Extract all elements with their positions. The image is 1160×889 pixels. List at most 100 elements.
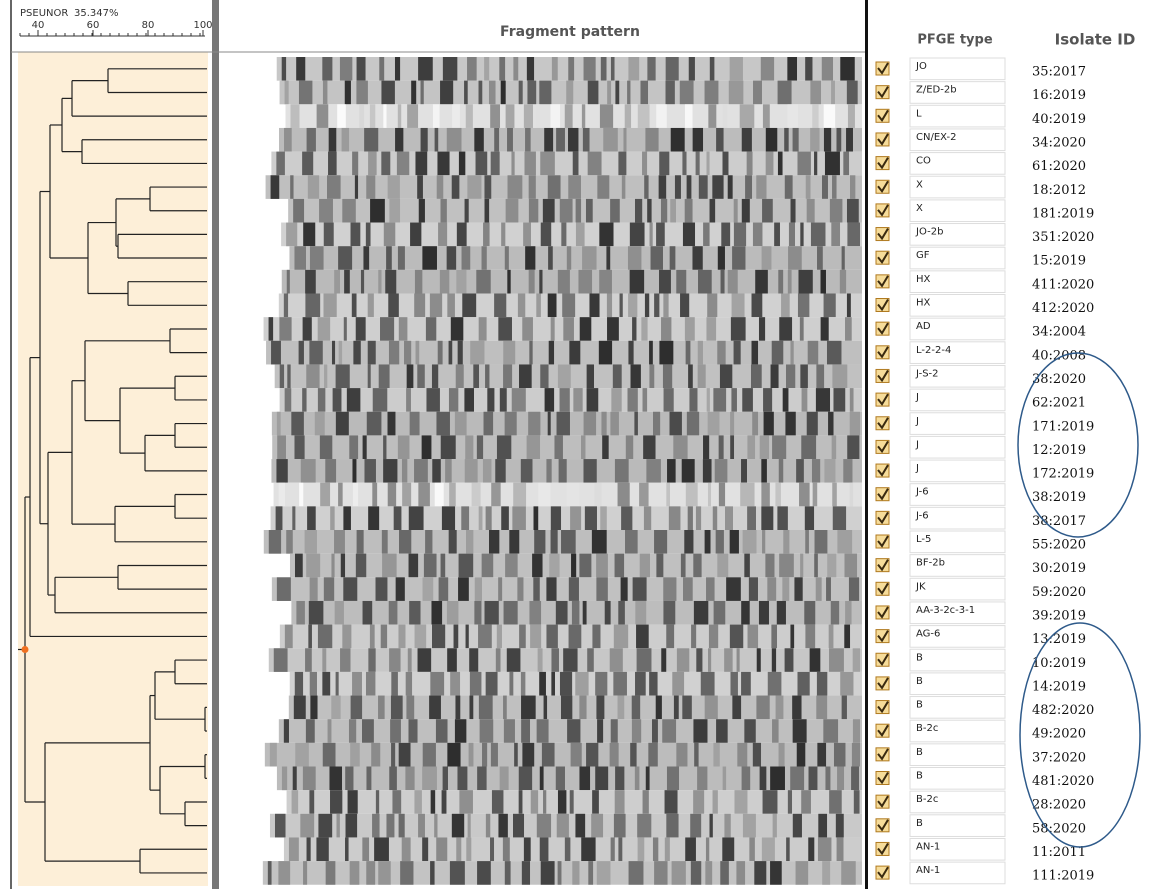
gel-band bbox=[337, 104, 346, 128]
gel-band bbox=[704, 530, 711, 554]
gel-band bbox=[380, 624, 388, 649]
gel-band bbox=[649, 671, 658, 696]
gel-band bbox=[442, 57, 458, 81]
gel-band bbox=[316, 104, 329, 128]
gel-band bbox=[637, 837, 645, 862]
gel-band bbox=[302, 388, 307, 412]
gel-band bbox=[586, 364, 595, 389]
gel-band bbox=[646, 459, 661, 483]
gel-band bbox=[809, 648, 821, 672]
gel-band bbox=[398, 624, 406, 649]
gel-band bbox=[673, 435, 688, 460]
gel-band bbox=[352, 482, 359, 507]
gel-band bbox=[621, 175, 626, 199]
gel-band bbox=[722, 766, 727, 791]
gel-band bbox=[324, 364, 328, 389]
gel-band bbox=[615, 766, 625, 791]
gel-band bbox=[268, 530, 282, 554]
gel-band bbox=[503, 600, 518, 625]
pfge-type: B bbox=[916, 700, 923, 711]
isolate-id: 11:2011 bbox=[1032, 845, 1086, 860]
gel-band bbox=[816, 671, 828, 696]
gel-band bbox=[741, 766, 751, 791]
gel-band bbox=[749, 837, 755, 862]
gel-band bbox=[306, 127, 316, 152]
gel-band bbox=[741, 127, 752, 152]
gel-band bbox=[523, 837, 531, 862]
gel-band bbox=[627, 388, 638, 412]
gel-band bbox=[730, 411, 735, 436]
gel-band bbox=[390, 695, 403, 720]
gel-band bbox=[584, 506, 597, 530]
gel-band bbox=[340, 553, 346, 578]
gel-band bbox=[466, 837, 472, 862]
gel-lane bbox=[266, 340, 862, 365]
gel-band bbox=[570, 742, 582, 767]
gel-band bbox=[355, 553, 367, 578]
checkmark bbox=[877, 322, 889, 335]
gel-band bbox=[387, 175, 400, 199]
gel-band bbox=[536, 293, 541, 318]
checkmark bbox=[877, 677, 889, 690]
gel-band bbox=[804, 600, 816, 625]
gel-band bbox=[808, 837, 815, 862]
checkmark bbox=[877, 464, 889, 477]
gel-band bbox=[792, 695, 802, 720]
gel-band bbox=[563, 317, 574, 341]
gel-band bbox=[609, 742, 619, 767]
gel-band bbox=[613, 624, 629, 649]
gel-band bbox=[366, 175, 376, 199]
gel-band bbox=[727, 269, 738, 294]
gel-band bbox=[759, 766, 767, 791]
gel-band bbox=[617, 695, 625, 720]
gel-band bbox=[364, 459, 376, 483]
gel-band bbox=[362, 719, 374, 743]
type-cell bbox=[909, 625, 1006, 648]
gel-band bbox=[283, 719, 289, 743]
gel-band bbox=[327, 175, 341, 199]
gel-band bbox=[817, 837, 832, 862]
gel-band bbox=[846, 198, 859, 223]
gel-band bbox=[704, 80, 719, 105]
gel-band bbox=[328, 151, 337, 176]
gel-band bbox=[841, 246, 845, 270]
gel-band bbox=[758, 317, 766, 341]
gel-band bbox=[575, 198, 582, 223]
gel-band bbox=[336, 813, 340, 838]
gel-band bbox=[338, 246, 353, 270]
gel-band bbox=[533, 506, 539, 530]
gel-band bbox=[477, 861, 491, 885]
gel-band bbox=[387, 482, 397, 507]
gel-band bbox=[762, 104, 770, 128]
gel-band bbox=[748, 577, 758, 601]
checkmark bbox=[877, 771, 889, 785]
gel-band bbox=[602, 435, 609, 460]
pfge-type: AA-3-2c-3-1 bbox=[916, 605, 975, 616]
gel-band bbox=[742, 388, 753, 412]
gel-band bbox=[740, 482, 755, 507]
gel-band bbox=[356, 80, 368, 105]
gel-band bbox=[569, 790, 574, 814]
gel-band bbox=[390, 719, 401, 743]
gel-band bbox=[296, 57, 306, 81]
gel-band bbox=[491, 482, 501, 507]
gel-band bbox=[442, 766, 448, 791]
gel-band bbox=[664, 837, 670, 862]
gel-band bbox=[454, 719, 467, 743]
gel-band bbox=[796, 459, 804, 483]
gel-band bbox=[839, 269, 847, 294]
gel-band bbox=[685, 482, 698, 507]
gel-band bbox=[829, 198, 843, 223]
gel-band bbox=[676, 648, 690, 672]
gel-band bbox=[331, 695, 341, 720]
gel-band bbox=[538, 482, 551, 507]
gel-band bbox=[478, 624, 492, 649]
gel-band bbox=[388, 293, 399, 318]
gel-lane bbox=[271, 459, 863, 483]
gel-band bbox=[338, 340, 343, 365]
gel-band bbox=[654, 530, 668, 554]
gel-band bbox=[679, 80, 694, 105]
dendrogram-bg bbox=[18, 52, 208, 886]
pfge-type: JK bbox=[915, 581, 926, 592]
gel-band bbox=[767, 577, 777, 601]
